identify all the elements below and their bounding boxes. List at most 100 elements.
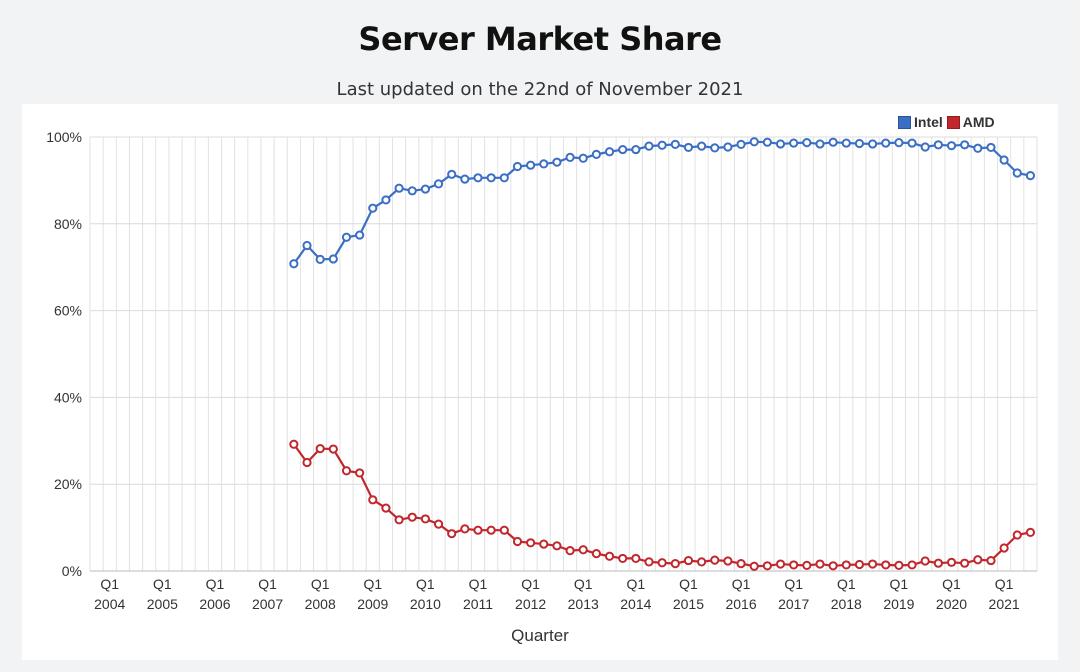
x-tick-label-year: 2014 bbox=[620, 596, 651, 612]
data-point-intel bbox=[341, 232, 352, 242]
x-tick-label-quarter: Q1 bbox=[206, 576, 225, 592]
data-point-amd bbox=[657, 558, 667, 568]
data-point-amd bbox=[486, 525, 496, 535]
data-point-intel bbox=[368, 203, 378, 213]
data-point-amd bbox=[907, 560, 917, 570]
series-amd bbox=[289, 439, 1036, 571]
data-point-intel bbox=[986, 142, 996, 153]
x-tick-label-year: 2010 bbox=[410, 596, 441, 612]
x-tick-label-quarter: Q1 bbox=[732, 576, 751, 592]
x-tick-label-year: 2019 bbox=[883, 596, 914, 612]
x-tick-label-year: 2012 bbox=[515, 596, 546, 612]
x-tick-label-year: 2017 bbox=[778, 596, 809, 612]
x-tick-label-year: 2021 bbox=[989, 596, 1020, 612]
data-point-amd bbox=[447, 529, 457, 539]
data-point-intel bbox=[473, 173, 483, 183]
data-point-amd bbox=[815, 559, 825, 569]
data-point-intel bbox=[789, 138, 799, 148]
data-point-amd bbox=[631, 553, 641, 564]
data-point-amd bbox=[381, 503, 391, 513]
data-point-intel bbox=[512, 161, 523, 172]
data-point-amd bbox=[881, 560, 891, 570]
data-point-amd bbox=[315, 444, 325, 454]
data-point-amd bbox=[460, 524, 470, 534]
data-point-intel bbox=[920, 142, 930, 152]
data-point-amd bbox=[499, 525, 509, 535]
data-point-intel bbox=[683, 142, 694, 153]
series-line-intel bbox=[292, 140, 1031, 265]
data-point-intel bbox=[460, 174, 470, 184]
data-point-intel bbox=[946, 141, 957, 151]
data-point-intel bbox=[828, 137, 838, 147]
data-point-intel bbox=[499, 173, 509, 183]
chart-card: 0% 20% 40% 60% 80% 100% Q1 2004 Q1 2005 Q1 2006 Q1 20… bbox=[22, 104, 1058, 660]
legend-label-amd: AMD bbox=[962, 114, 995, 130]
data-point-intel bbox=[670, 139, 680, 149]
vertical-gridlines bbox=[89, 137, 1038, 571]
data-point-intel bbox=[841, 138, 851, 148]
data-point-intel bbox=[289, 259, 299, 269]
legend-item-amd[interactable]: AMD bbox=[946, 114, 995, 130]
y-tick-label: 0% bbox=[62, 563, 82, 579]
x-tick-label-quarter: Q1 bbox=[416, 576, 435, 592]
x-tick-label-year: 2005 bbox=[147, 596, 178, 612]
data-point-intel bbox=[578, 153, 588, 163]
y-tick-label: 20% bbox=[54, 476, 82, 492]
series-line-amd bbox=[292, 443, 1031, 568]
x-tick-label-quarter: Q1 bbox=[258, 576, 277, 592]
x-tick-label-year: 2015 bbox=[673, 596, 704, 612]
data-point-intel bbox=[762, 137, 772, 147]
x-tick-label-quarter: Q1 bbox=[363, 576, 382, 592]
data-point-amd bbox=[920, 556, 930, 566]
data-point-intel bbox=[723, 142, 733, 152]
data-point-intel bbox=[867, 139, 878, 149]
data-point-intel bbox=[1012, 168, 1022, 178]
data-point-intel bbox=[894, 138, 904, 148]
line-chart: 0% 20% 40% 60% 80% 100% Q1 2004 Q1 2005 Q1 2006 Q1 20… bbox=[46, 129, 1038, 612]
data-point-amd bbox=[1025, 527, 1036, 537]
data-point-amd bbox=[854, 559, 865, 570]
data-point-intel bbox=[328, 254, 338, 264]
data-point-amd bbox=[828, 561, 838, 571]
x-tick-label-year: 2011 bbox=[463, 596, 493, 612]
data-point-intel bbox=[933, 140, 943, 150]
data-point-amd bbox=[512, 536, 523, 547]
data-point-intel bbox=[973, 143, 983, 153]
x-tick-label-year: 2013 bbox=[568, 596, 599, 612]
data-point-intel bbox=[999, 155, 1009, 165]
data-point-amd bbox=[473, 525, 483, 535]
data-point-amd bbox=[368, 495, 378, 505]
x-tick-label-quarter: Q1 bbox=[521, 576, 540, 592]
data-point-intel bbox=[907, 138, 917, 148]
data-point-amd bbox=[736, 559, 746, 569]
data-point-amd bbox=[394, 515, 404, 525]
data-point-intel bbox=[539, 159, 549, 169]
data-point-intel bbox=[710, 143, 720, 153]
x-tick-label-quarter: Q1 bbox=[626, 576, 645, 592]
data-point-intel bbox=[749, 137, 759, 147]
data-point-intel bbox=[854, 138, 865, 149]
data-point-amd bbox=[960, 558, 970, 568]
data-point-intel bbox=[407, 186, 417, 196]
x-tick-label-quarter: Q1 bbox=[784, 576, 803, 592]
y-tick-label: 40% bbox=[54, 389, 82, 405]
x-tick-label-year: 2004 bbox=[94, 596, 125, 612]
data-point-amd bbox=[946, 557, 957, 567]
legend-item-intel[interactable]: Intel bbox=[898, 114, 943, 130]
x-tick-label-year: 2008 bbox=[305, 596, 336, 612]
data-point-amd bbox=[867, 559, 878, 569]
data-point-intel bbox=[815, 139, 825, 149]
y-tick-label: 60% bbox=[54, 303, 82, 319]
data-point-intel bbox=[960, 140, 970, 150]
data-point-intel bbox=[420, 184, 430, 194]
data-point-intel bbox=[565, 152, 575, 162]
data-point-amd bbox=[341, 466, 352, 476]
x-tick-label-year: 2016 bbox=[725, 596, 756, 612]
data-point-amd bbox=[775, 559, 786, 569]
data-point-intel bbox=[381, 195, 391, 205]
data-point-intel bbox=[644, 141, 654, 151]
y-tick-label: 80% bbox=[54, 216, 82, 232]
data-point-intel bbox=[618, 144, 628, 155]
x-tick-label-year: 2009 bbox=[357, 596, 388, 612]
data-point-amd bbox=[683, 555, 694, 566]
